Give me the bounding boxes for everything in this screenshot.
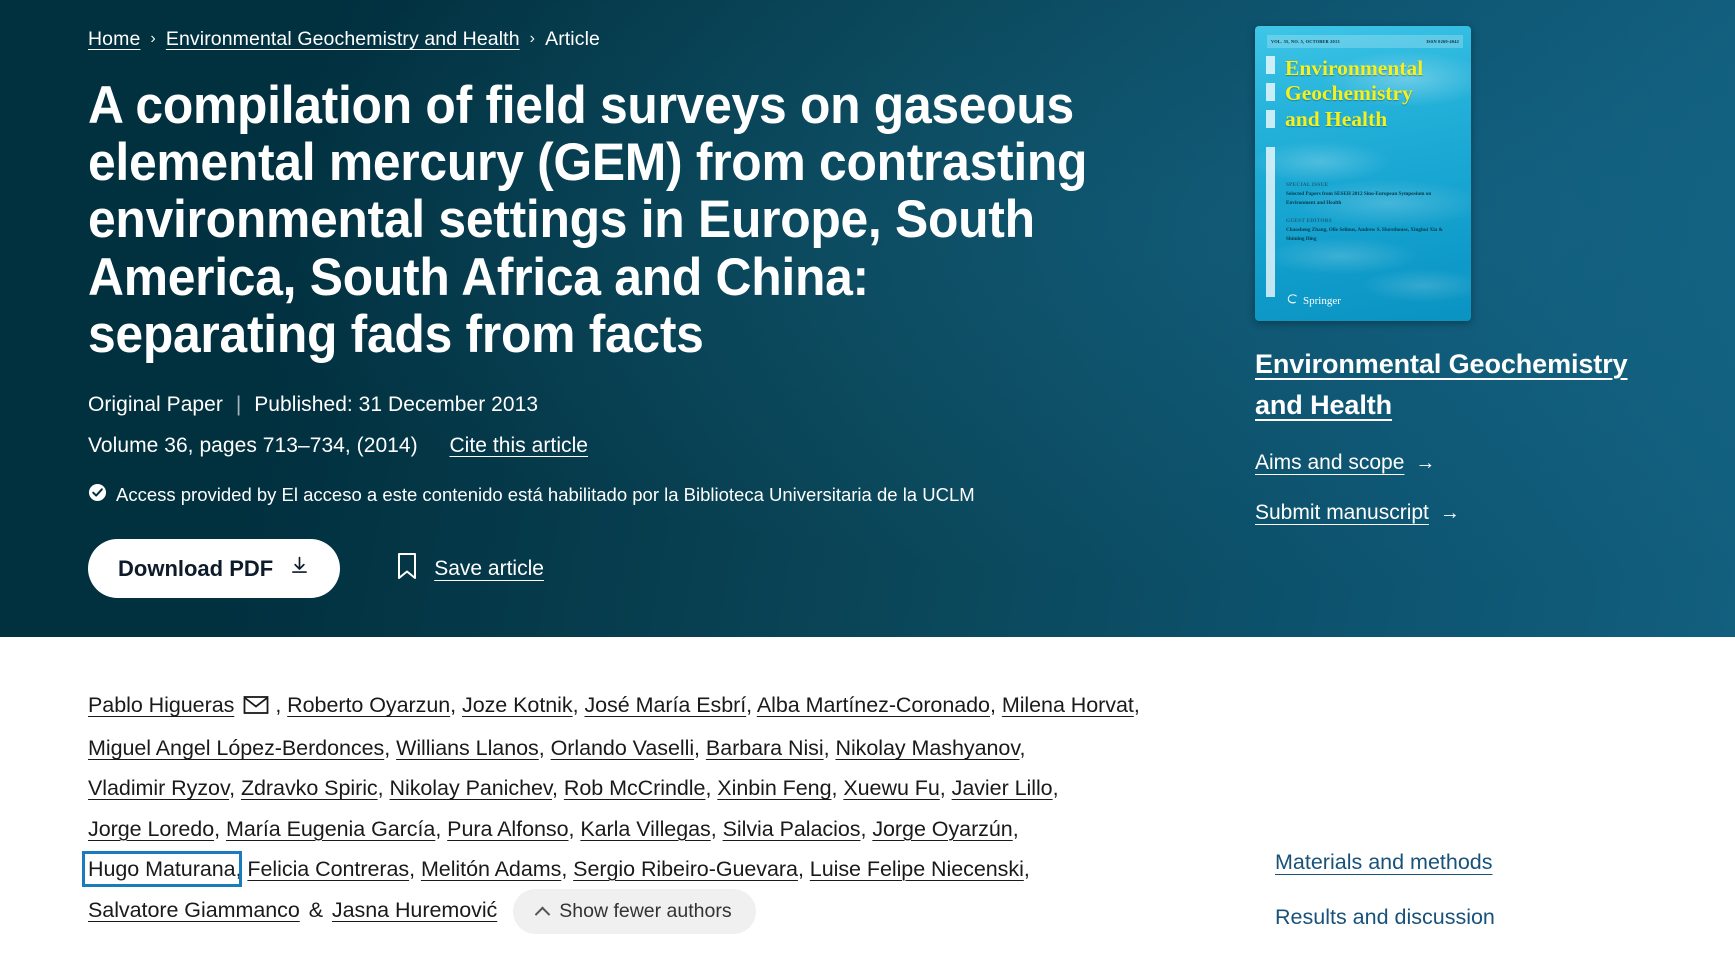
- cover-title-line-3: and Health: [1285, 106, 1388, 131]
- cover-issue-bar: VOL. 35, NO. 5, OCTOBER 2013 ISSN 0269-4…: [1267, 35, 1463, 48]
- journal-panel: VOL. 35, NO. 5, OCTOBER 2013 ISSN 0269-4…: [1255, 26, 1685, 525]
- journal-name-link[interactable]: Environmental Geochemistry and Health: [1255, 349, 1628, 420]
- page-title: A compilation of field surveys on gaseou…: [88, 76, 1088, 364]
- published-date: Published: 31 December 2013: [254, 393, 539, 417]
- author-link[interactable]: Zdravko Spiric: [240, 776, 378, 801]
- bookmark-icon: [396, 552, 418, 586]
- article-body: Pablo Higueras, Roberto Oyarzun, Joze Ko…: [0, 637, 1735, 935]
- cover-issue-line: VOL. 35, NO. 5, OCTOBER 2013: [1271, 39, 1340, 44]
- access-text: Access provided by El acceso a este cont…: [116, 484, 975, 506]
- author-link[interactable]: Nikolay Mashyanov: [835, 736, 1020, 761]
- access-status: Access provided by El acceso a este cont…: [88, 483, 1180, 507]
- article-section-nav: Materials and methods Results and discuss…: [1275, 850, 1695, 960]
- arrow-right-icon: →: [1439, 501, 1460, 524]
- envelope-icon[interactable]: [243, 688, 269, 728]
- chevron-up-icon: [534, 906, 551, 923]
- author-link[interactable]: Salvatore Giammanco: [88, 898, 300, 923]
- article-type-and-date: Original Paper | Published: 31 December …: [88, 389, 1180, 421]
- download-pdf-label: Download PDF: [118, 555, 274, 581]
- download-icon: [289, 555, 310, 582]
- cite-this-article-link[interactable]: Cite this article: [449, 433, 589, 457]
- author-link[interactable]: Xinbin Feng: [717, 776, 832, 801]
- author-link[interactable]: José María Esbrí: [584, 693, 747, 717]
- cover-special-issue-block: SPECIAL ISSUE Selected Papers from SESEH…: [1286, 181, 1456, 254]
- author-link[interactable]: Barbara Nisi: [705, 736, 824, 761]
- author-link[interactable]: Karla Villegas: [580, 816, 711, 841]
- author-link[interactable]: Alba Martínez-Coronado: [756, 693, 990, 717]
- author-ampersand: &: [302, 898, 329, 923]
- section-nav-link[interactable]: Materials and methods: [1275, 850, 1493, 874]
- author-link[interactable]: Miguel Angel López-Berdonces: [88, 736, 385, 761]
- author-link[interactable]: Javier Lillo: [951, 776, 1053, 801]
- cover-issn-line: ISSN 0269-4042: [1426, 39, 1459, 44]
- journal-cover-image[interactable]: VOL. 35, NO. 5, OCTOBER 2013 ISSN 0269-4…: [1255, 26, 1471, 321]
- show-fewer-authors-button[interactable]: Show fewer authors: [513, 889, 756, 935]
- cover-stripes: [1266, 56, 1275, 301]
- author-link[interactable]: Jasna Huremović: [331, 898, 498, 923]
- article-hero-header: Home › Environmental Geochemistry and He…: [0, 0, 1735, 637]
- breadcrumb-home-link[interactable]: Home: [88, 28, 141, 50]
- download-pdf-button[interactable]: Download PDF: [88, 539, 341, 599]
- article-type: Original Paper: [88, 393, 223, 417]
- author-link[interactable]: Xuewu Fu: [843, 776, 940, 801]
- check-circle-icon: [88, 483, 107, 507]
- cover-title-line-2: Geochemistry: [1285, 81, 1413, 106]
- cover-publisher: Springer: [1286, 293, 1341, 309]
- author-link[interactable]: Sergio Ribeiro-Guevara: [573, 856, 798, 881]
- chevron-right-icon: ›: [529, 29, 536, 47]
- author-link[interactable]: Willians Llanos: [396, 736, 539, 761]
- author-link[interactable]: Jorge Oyarzún: [872, 816, 1013, 841]
- submit-manuscript-link[interactable]: Submit manuscript →: [1255, 501, 1460, 525]
- breadcrumb: Home › Environmental Geochemistry and He…: [88, 28, 1180, 51]
- aims-and-scope-label: Aims and scope: [1255, 451, 1405, 474]
- section-nav-link[interactable]: Results and discussion: [1275, 905, 1495, 929]
- cover-journal-title: Environmental Geochemistry and Health: [1285, 56, 1460, 132]
- author-link[interactable]: Pura Alfonso: [447, 816, 569, 841]
- author-list: Pablo Higueras, Roberto Oyarzun, Joze Ko…: [82, 685, 1143, 935]
- aims-and-scope-link[interactable]: Aims and scope →: [1255, 451, 1435, 475]
- author-link[interactable]: Melitón Adams: [420, 856, 562, 881]
- author-link[interactable]: Hugo Maturana: [82, 850, 242, 887]
- author-link[interactable]: Vladimir Ryzov: [88, 776, 230, 801]
- cover-special-issue-header: SPECIAL ISSUE: [1286, 182, 1329, 188]
- author-link[interactable]: Luise Felipe Niecenski: [809, 856, 1024, 881]
- meta-divider: |: [235, 393, 242, 417]
- cover-special-issue-body: Selected Papers from SESEH 2012 Sino-Eur…: [1286, 191, 1432, 207]
- author-link[interactable]: Jorge Loredo: [88, 816, 215, 841]
- breadcrumb-journal-link[interactable]: Environmental Geochemistry and Health: [165, 28, 520, 50]
- cover-guest-editors-header: GUEST EDITORS: [1286, 218, 1332, 225]
- save-article-button[interactable]: Save article: [396, 552, 544, 586]
- volume-pages-row: Volume 36, pages 713–734, (2014) Cite th…: [88, 430, 1180, 462]
- cover-texture: [1255, 26, 1471, 321]
- springer-logo-icon: [1286, 293, 1299, 309]
- author-link[interactable]: María Eugenia García: [225, 816, 436, 841]
- show-fewer-authors-label: Show fewer authors: [559, 900, 732, 923]
- save-article-label: Save article: [434, 556, 544, 580]
- journal-links: Aims and scope → Submit manuscript →: [1255, 425, 1685, 525]
- hero-content: Home › Environmental Geochemistry and He…: [0, 0, 1180, 599]
- chevron-right-icon: ›: [150, 29, 156, 47]
- author-link[interactable]: Pablo Higueras: [88, 693, 235, 717]
- author-link[interactable]: Orlando Vaselli: [550, 736, 695, 761]
- author-link[interactable]: Silvia Palacios: [722, 816, 861, 841]
- arrow-right-icon: →: [1415, 451, 1436, 474]
- submit-manuscript-label: Submit manuscript: [1255, 501, 1429, 524]
- breadcrumb-current: Article: [545, 28, 600, 50]
- author-link[interactable]: Joze Kotnik: [462, 693, 573, 717]
- hero-actions: Download PDF Sa: [88, 539, 1180, 599]
- author-link[interactable]: Felicia Contreras: [247, 856, 410, 881]
- cover-guest-editors-body: Chaosheng Zhang, Olle Selinus, Andrew S.…: [1286, 227, 1443, 243]
- cover-title-line-1: Environmental: [1285, 56, 1424, 80]
- springer-label: Springer: [1303, 295, 1341, 307]
- author-link[interactable]: Nikolay Panichev: [389, 776, 553, 801]
- volume-pages: Volume 36, pages 713–734, (2014): [88, 433, 418, 457]
- author-link[interactable]: Milena Horvat: [1001, 693, 1134, 717]
- author-link[interactable]: Roberto Oyarzun: [287, 693, 451, 717]
- author-link[interactable]: Rob McCrindle: [563, 776, 706, 801]
